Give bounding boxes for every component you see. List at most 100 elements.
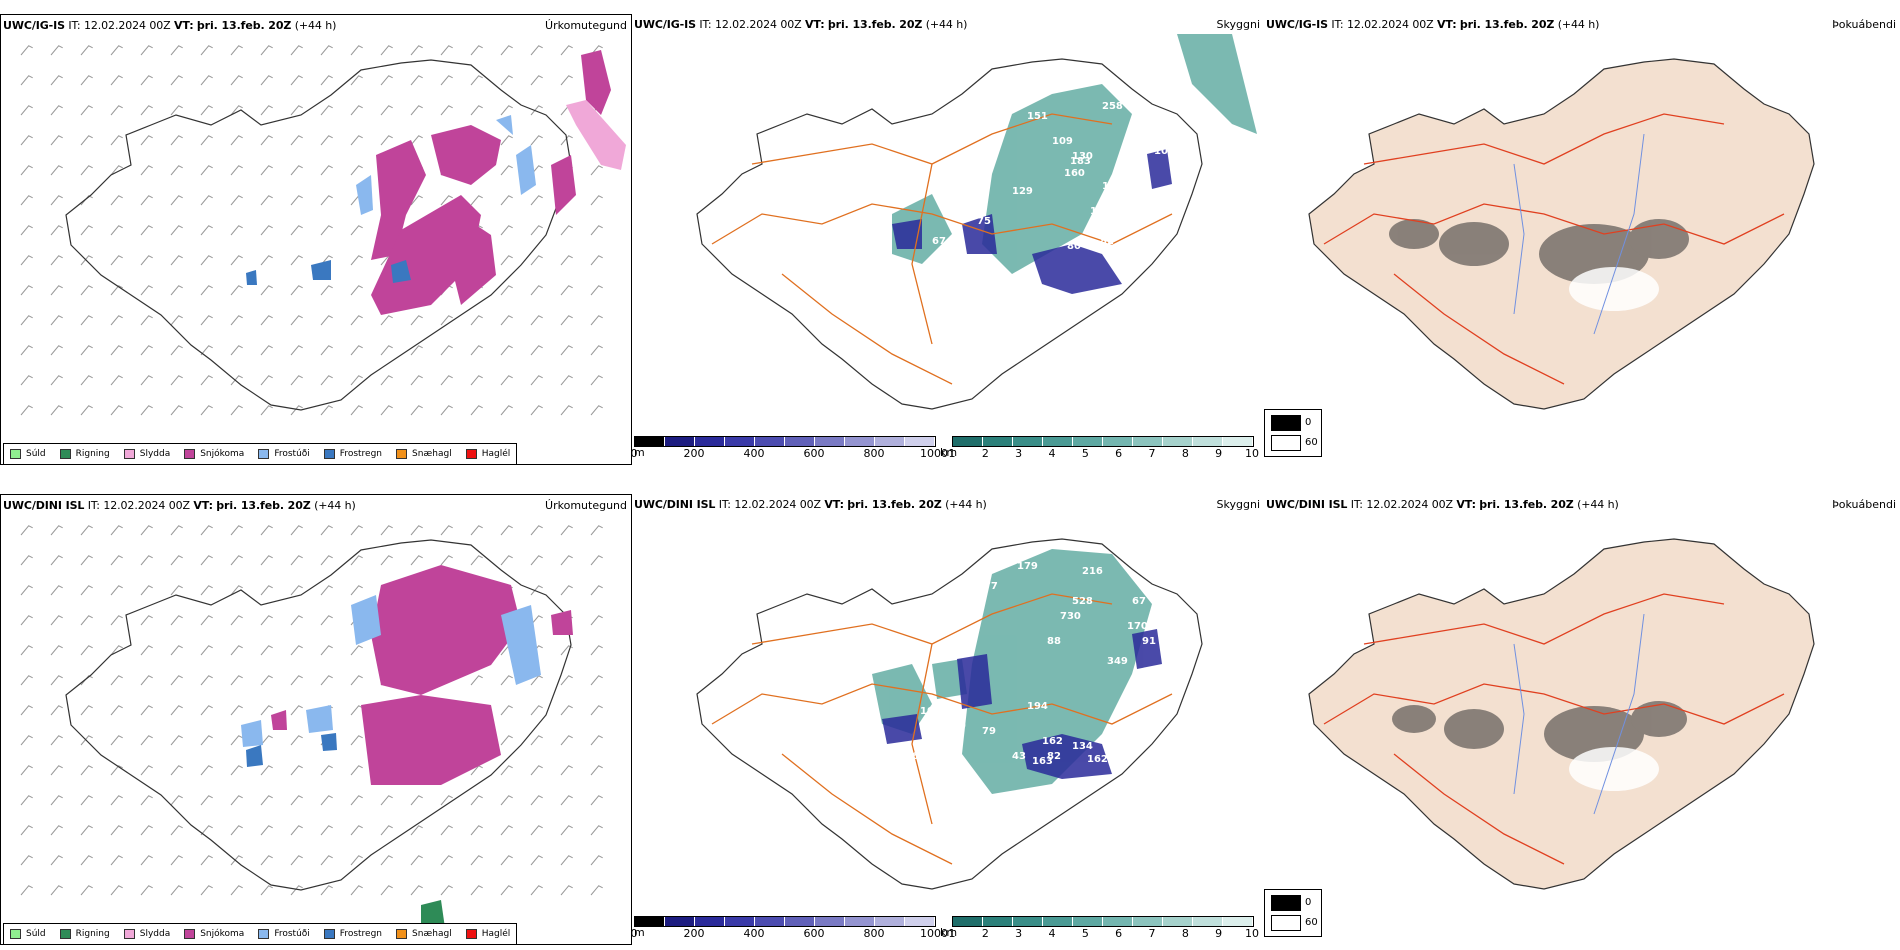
- wind-barb: [530, 135, 543, 146]
- wind-barb: [260, 345, 273, 356]
- wind-barb: [80, 165, 93, 176]
- wind-barb: [530, 75, 543, 86]
- wind-barb: [50, 555, 63, 566]
- wind-barb: [20, 555, 33, 566]
- wind-barb: [80, 555, 93, 566]
- wind-barb: [170, 165, 183, 176]
- wind-barb: [500, 105, 513, 116]
- height-fields: [892, 149, 1172, 294]
- precip-map: [20, 45, 626, 416]
- wind-barb: [260, 855, 273, 866]
- wind-barb: [350, 525, 363, 536]
- wind-barb: [50, 825, 63, 836]
- colorbar-tick: 1: [948, 447, 956, 460]
- wind-barb: [170, 225, 183, 236]
- map-value-label: 105: [1147, 238, 1168, 249]
- wind-barb: [50, 225, 63, 236]
- legend-item: Snjókoma: [184, 449, 244, 459]
- map-value-label: 82: [1047, 751, 1061, 762]
- legend-label: Snjókoma: [200, 929, 245, 939]
- panel-header: UWC/DINI ISL IT: 12.02.2024 00Z VT: þri.…: [3, 499, 356, 512]
- roads: [711, 113, 1173, 385]
- wind-barb: [320, 165, 333, 176]
- wind-barb: [560, 225, 573, 236]
- wind-barb: [410, 885, 423, 896]
- wind-barb: [200, 255, 213, 266]
- wind-barb: [50, 195, 63, 206]
- wind-barb: [80, 735, 93, 746]
- wind-barb: [560, 315, 573, 326]
- legend-label: Haglél: [481, 929, 511, 939]
- fog-legend-label-60: 60: [1305, 917, 1318, 928]
- wind-barb: [530, 795, 543, 806]
- wind-barb: [110, 585, 123, 596]
- colorbar-tick: 200: [683, 927, 705, 940]
- vis-fields: [872, 549, 1152, 794]
- wind-barb: [290, 315, 303, 326]
- wind-barb: [80, 75, 93, 86]
- wind-barb: [530, 825, 543, 836]
- map-value-label: 194: [1027, 701, 1048, 712]
- wind-barb: [50, 285, 63, 296]
- wind-barb: [110, 405, 123, 416]
- wind-barb: [590, 405, 603, 416]
- wind-barb: [170, 705, 183, 716]
- wind-barb: [260, 45, 273, 56]
- wind-barb: [500, 855, 513, 866]
- wind-barb: [500, 285, 513, 296]
- wind-barb: [110, 375, 123, 386]
- wind-barb: [320, 555, 333, 566]
- wind-barb: [410, 795, 423, 806]
- wind-barb: [290, 255, 303, 266]
- wind-barb: [200, 135, 213, 146]
- wind-barb: [290, 285, 303, 296]
- colorbar-cell: [785, 917, 815, 926]
- fog-legend-label-60: 60: [1305, 437, 1318, 448]
- wind-barb: [380, 825, 393, 836]
- roads: [1323, 113, 1785, 385]
- wind-barb: [590, 225, 603, 236]
- wind-barb: [560, 135, 573, 146]
- colorbar-cell: [845, 917, 875, 926]
- colorbar-cell: [725, 437, 755, 446]
- wind-barb: [440, 45, 453, 56]
- wind-barb: [170, 135, 183, 146]
- wind-barb: [80, 615, 93, 626]
- wind-barb: [560, 75, 573, 86]
- legend-item: Haglél: [465, 929, 511, 939]
- wind-barb: [20, 315, 33, 326]
- frost-rain-areas: [246, 733, 337, 767]
- wind-barb: [140, 525, 153, 536]
- wind-barb: [170, 525, 183, 536]
- frost-drizzle-areas: [356, 115, 536, 215]
- height-colorbar: 0 200 400 600 800 1000: [632, 436, 948, 460]
- map-value-label: 129: [1012, 186, 1033, 197]
- legend-label: Rigning: [75, 929, 110, 939]
- wind-barb: [200, 105, 213, 116]
- wind-barb: [170, 105, 183, 116]
- wind-barb: [80, 675, 93, 686]
- colorbar-cell: [1073, 917, 1103, 926]
- wind-barb: [440, 555, 453, 566]
- colorbar-tick: 10: [1245, 927, 1259, 940]
- wind-barb: [320, 405, 333, 416]
- wind-barb: [470, 345, 483, 356]
- wind-barb: [530, 735, 543, 746]
- wind-barb: [170, 615, 183, 626]
- panel-header: UWC/IG-IS IT: 12.02.2024 00Z VT: þri. 13…: [3, 19, 337, 32]
- wind-barb: [200, 555, 213, 566]
- legend-item: Frostregn: [323, 929, 382, 939]
- wind-barb: [590, 615, 603, 626]
- wind-barb: [110, 615, 123, 626]
- legend-item: Snjókoma: [184, 929, 244, 939]
- wind-barb: [590, 735, 603, 746]
- legend-item: Slydda: [123, 449, 170, 459]
- wind-barb: [500, 165, 513, 176]
- wind-barb: [590, 165, 603, 176]
- wind-barb: [380, 315, 393, 326]
- wind-barb: [530, 525, 543, 536]
- wind-barb: [200, 765, 213, 776]
- map-value-label: 153: [1090, 206, 1111, 217]
- wind-barb: [80, 45, 93, 56]
- colorbar-cell: [755, 437, 785, 446]
